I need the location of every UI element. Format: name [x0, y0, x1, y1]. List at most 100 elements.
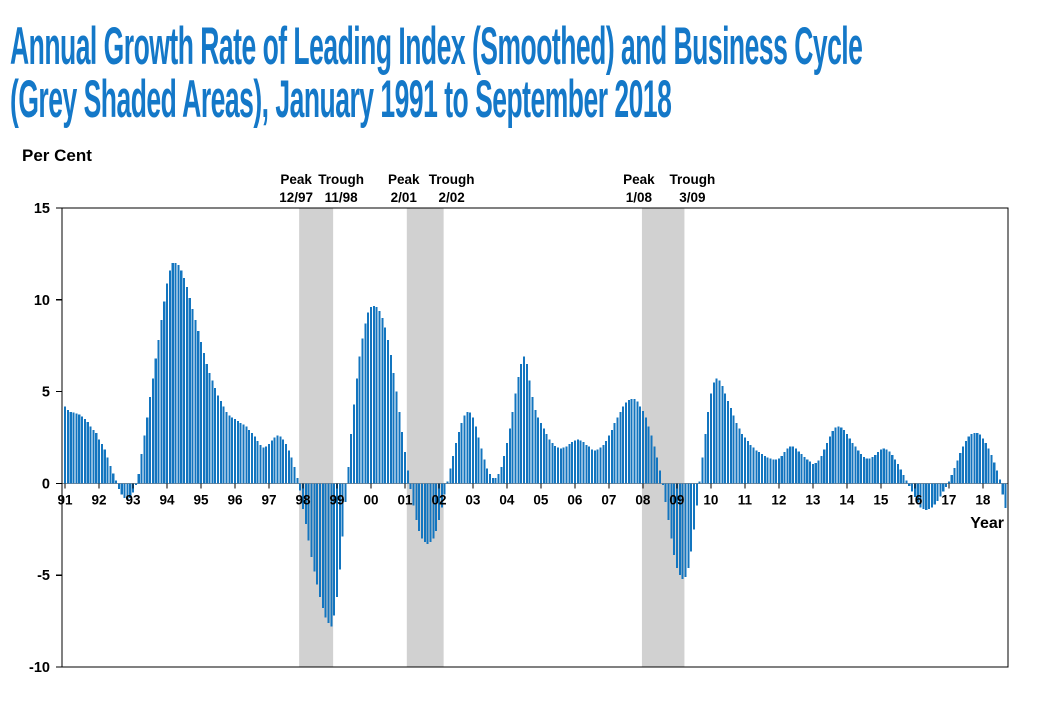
month-bar: [743, 437, 747, 484]
month-bar: [381, 318, 384, 484]
month-bar: [301, 483, 305, 510]
plot-border: [61, 207, 1009, 668]
month-bar: [146, 417, 149, 484]
month-bar: [701, 457, 704, 484]
chart-title: Annual Growth Rate of Leading Index (Smo…: [10, 20, 1040, 126]
month-bar: [378, 310, 381, 484]
month-bar: [432, 483, 435, 539]
month-bar: [420, 483, 424, 539]
month-bar: [83, 419, 86, 484]
month-bar: [423, 483, 426, 543]
month-bar: [197, 331, 200, 484]
month-bar: [500, 466, 503, 484]
month-bar: [418, 483, 421, 532]
month-bar: [568, 443, 571, 484]
month-bar: [333, 483, 336, 616]
month-bar: [531, 397, 534, 484]
month-bar: [307, 483, 310, 541]
chart-title-line-1: Annual Growth Rate of Leading Index (Smo…: [10, 17, 863, 76]
peak-annotation-label: Peak: [280, 172, 312, 187]
month-bar: [789, 446, 792, 484]
month-bar: [191, 308, 194, 484]
month-bar: [284, 443, 288, 484]
month-bar: [590, 449, 594, 484]
peak-annotation-date: 12/97: [279, 190, 313, 205]
month-bar: [922, 483, 925, 510]
month-bar: [766, 457, 769, 484]
month-bar: [279, 436, 282, 484]
month-bar: [497, 474, 500, 484]
month-bar: [474, 426, 477, 484]
month-bar: [661, 483, 664, 486]
month-bar: [262, 447, 265, 484]
peak-annotation-label: Peak: [388, 172, 420, 187]
month-bar: [480, 448, 483, 484]
month-bar: [738, 428, 741, 484]
month-bar: [732, 415, 735, 484]
x-axis-title: Year: [970, 515, 1004, 532]
month-bar: [486, 468, 489, 484]
month-bar: [134, 483, 137, 486]
month-bar: [556, 447, 560, 484]
month-bar: [724, 393, 727, 484]
month-bar: [698, 481, 701, 484]
month-bar: [763, 455, 766, 484]
year-tick-label: 14: [839, 492, 855, 507]
month-bar: [361, 338, 364, 484]
month-bar: [440, 483, 443, 508]
month-bar: [820, 455, 823, 484]
month-bar: [211, 380, 214, 484]
month-bar: [930, 483, 933, 508]
month-bar: [114, 480, 118, 484]
month-bar: [905, 480, 908, 484]
month-bar: [216, 395, 220, 484]
year-tick-label: 00: [363, 492, 378, 507]
month-bar: [845, 433, 849, 484]
year-tick-label: 04: [499, 492, 515, 507]
month-bar: [843, 430, 846, 484]
month-bar: [369, 307, 373, 484]
month-bar: [318, 483, 322, 598]
year-tick-label: 99: [329, 492, 344, 507]
month-bar: [208, 373, 211, 484]
month-bar: [352, 404, 356, 484]
year-tick-label: 12: [771, 492, 786, 507]
month-bar: [913, 483, 916, 498]
month-bar: [426, 483, 429, 544]
month-bar: [1004, 483, 1007, 509]
month-bar: [154, 358, 157, 484]
month-bar: [721, 386, 724, 484]
peak-trough-annotations: Peak 12/97 Trough 11/98 Peak 2/01 Trough 2/02 Pe…: [279, 172, 715, 205]
month-bar: [976, 432, 979, 484]
month-bar: [375, 307, 378, 484]
month-bar: [928, 483, 931, 510]
month-bar: [712, 382, 715, 484]
year-tick-label: 05: [533, 492, 549, 507]
year-tick-label: 08: [635, 492, 651, 507]
month-bar: [310, 483, 313, 557]
month-bar: [80, 416, 84, 484]
month-bar: [888, 451, 891, 484]
month-bar: [165, 283, 169, 484]
month-bar: [522, 356, 526, 484]
month-bar: [100, 443, 103, 484]
month-bar: [389, 354, 392, 484]
month-bar: [639, 406, 642, 484]
month-bar: [792, 446, 795, 484]
month-bar: [517, 376, 520, 484]
month-bar: [877, 452, 880, 484]
month-bar: [89, 426, 92, 484]
month-bar: [925, 483, 928, 511]
month-bar: [534, 409, 537, 484]
month-bar: [503, 455, 506, 484]
month-bar: [769, 458, 772, 484]
month-bar: [885, 449, 888, 484]
month-bar: [996, 470, 999, 484]
month-bar: [709, 393, 713, 484]
month-bar: [103, 449, 106, 484]
month-bar: [392, 373, 395, 484]
month-bar: [214, 387, 217, 484]
month-bar: [494, 477, 497, 484]
month-bar: [959, 453, 962, 484]
month-bar: [704, 433, 707, 484]
